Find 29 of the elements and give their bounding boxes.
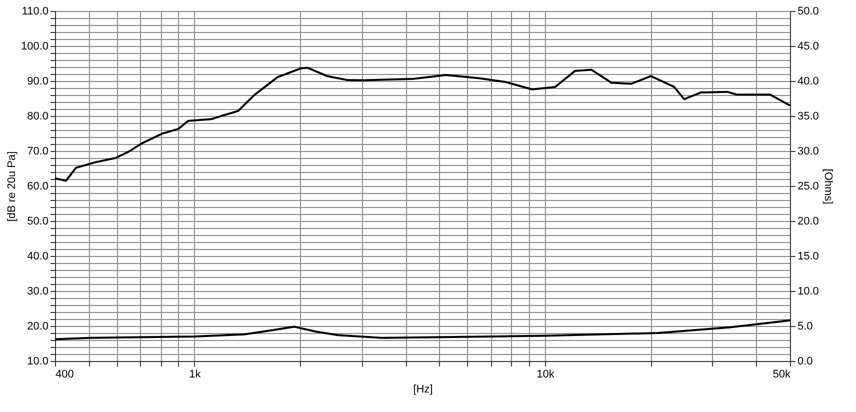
x-tick-label: 400 [56,368,74,380]
y-tick-label: 40.0 [27,250,48,262]
y2-tick-label: 40.0 [798,76,819,88]
x-tick-label: 50k [772,368,791,380]
y-tick-label: 60.0 [27,180,48,192]
y-tick-label: 80.0 [27,110,48,122]
y2-tick-label: 0.0 [798,356,813,368]
y2-tick-label: 30.0 [798,146,819,158]
y2-tick-label: 35.0 [798,110,819,122]
y-tick-label: 100.0 [20,40,48,52]
y-tick-label: 110.0 [22,6,48,18]
x-tick-label: 1k [189,368,202,380]
y2-tick-label: 15.0 [798,250,819,262]
y-axis-title: [dB re 20u Pa] [6,151,18,222]
y2-tick-label: 25.0 [798,180,819,192]
y2-tick-label: 20.0 [798,216,819,228]
y-tick-label: 30.0 [27,286,48,298]
y-tick-label: 10.0 [27,356,48,368]
y2-tick-label: 50.0 [798,6,819,18]
y-tick-label: 20.0 [27,320,48,332]
y2-tick-label: 5.0 [798,320,813,332]
y2-axis-title: [Ohms] [822,168,834,204]
y-tick-label: 50.0 [27,216,48,228]
y2-tick-label: 10.0 [798,286,819,298]
y2-tick-label: 45.0 [798,40,819,52]
y-tick-label: 70.0 [27,146,48,158]
x-axis-title: [Hz] [413,384,433,396]
y-tick-label: 90.0 [27,76,48,88]
x-tick-label: 10k [536,368,555,380]
